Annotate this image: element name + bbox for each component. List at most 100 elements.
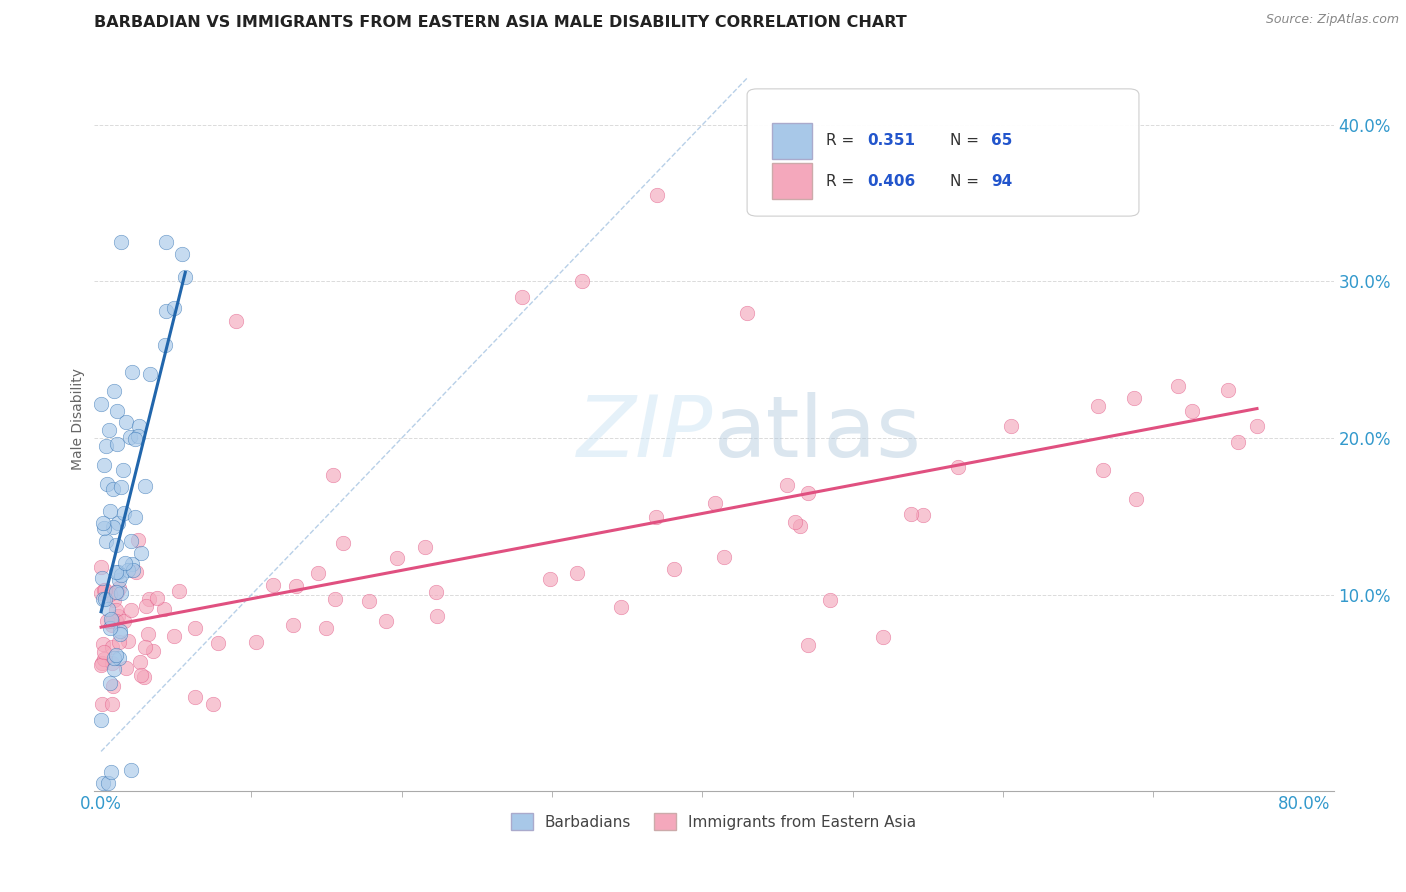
Point bbox=[96, 614, 118, 628]
Point bbox=[91, 592, 114, 607]
Point bbox=[93, 458, 115, 472]
Point bbox=[322, 467, 344, 482]
Point bbox=[818, 593, 841, 607]
Point bbox=[122, 562, 145, 576]
Point bbox=[323, 591, 346, 606]
Text: ZIP: ZIP bbox=[578, 392, 714, 475]
Point bbox=[101, 520, 124, 534]
Point bbox=[110, 586, 132, 600]
Point bbox=[107, 609, 129, 624]
Point bbox=[103, 679, 125, 693]
Point bbox=[332, 535, 354, 549]
Point bbox=[124, 510, 146, 524]
Point bbox=[90, 713, 112, 727]
Point bbox=[1246, 418, 1268, 433]
Point bbox=[107, 651, 129, 665]
Point bbox=[103, 662, 125, 676]
Point bbox=[142, 644, 165, 658]
Point bbox=[145, 591, 167, 605]
Text: 65: 65 bbox=[991, 134, 1012, 148]
Point bbox=[946, 459, 969, 474]
Legend: Barbadians, Immigrants from Eastern Asia: Barbadians, Immigrants from Eastern Asia bbox=[505, 806, 922, 837]
Point bbox=[207, 636, 229, 650]
Point bbox=[101, 698, 124, 712]
Point bbox=[96, 477, 118, 491]
Point bbox=[98, 586, 121, 600]
Point bbox=[115, 415, 138, 429]
Text: R =: R = bbox=[827, 174, 859, 189]
Point bbox=[107, 516, 129, 530]
Point bbox=[426, 608, 449, 623]
FancyBboxPatch shape bbox=[747, 89, 1139, 216]
Point bbox=[776, 478, 799, 492]
Point bbox=[100, 640, 122, 654]
Point bbox=[100, 612, 122, 626]
Point bbox=[796, 486, 818, 500]
Point bbox=[172, 247, 194, 261]
Point bbox=[129, 667, 152, 681]
Point bbox=[94, 439, 117, 453]
Point bbox=[1087, 399, 1109, 413]
Point bbox=[571, 275, 593, 289]
Point bbox=[1122, 391, 1144, 405]
Text: Source: ZipAtlas.com: Source: ZipAtlas.com bbox=[1265, 13, 1399, 27]
Point bbox=[135, 599, 157, 614]
Point bbox=[538, 572, 561, 586]
Point bbox=[124, 432, 146, 446]
Point bbox=[110, 568, 132, 582]
Point bbox=[134, 479, 156, 493]
Point bbox=[114, 556, 136, 570]
Point bbox=[610, 599, 633, 614]
Point bbox=[108, 573, 131, 587]
Point bbox=[103, 482, 125, 496]
Text: N =: N = bbox=[950, 134, 984, 148]
Point bbox=[153, 602, 176, 616]
Point bbox=[104, 538, 127, 552]
Point bbox=[1181, 404, 1204, 418]
Point bbox=[307, 566, 329, 581]
Point bbox=[103, 651, 125, 665]
Point bbox=[91, 516, 114, 530]
Point bbox=[644, 510, 666, 524]
Point bbox=[357, 594, 380, 608]
Point bbox=[90, 559, 112, 574]
Point bbox=[100, 614, 122, 628]
Point bbox=[134, 640, 156, 654]
Point bbox=[129, 546, 152, 560]
Point bbox=[97, 602, 120, 616]
Text: R =: R = bbox=[827, 134, 859, 148]
Point bbox=[98, 676, 121, 690]
Point bbox=[120, 603, 142, 617]
Point bbox=[138, 591, 160, 606]
Point bbox=[97, 423, 120, 437]
Point bbox=[283, 618, 305, 632]
Point bbox=[90, 586, 112, 600]
Point bbox=[108, 627, 131, 641]
Point bbox=[713, 550, 735, 565]
Point bbox=[425, 585, 447, 599]
Point bbox=[93, 637, 115, 651]
Point bbox=[1125, 491, 1147, 506]
Point bbox=[245, 634, 267, 648]
Text: 0.406: 0.406 bbox=[868, 174, 915, 189]
Point bbox=[645, 188, 668, 202]
Point bbox=[120, 533, 142, 548]
Point bbox=[174, 269, 197, 284]
Text: N =: N = bbox=[950, 174, 984, 189]
Point bbox=[93, 652, 115, 666]
Point bbox=[121, 365, 143, 379]
Point bbox=[117, 563, 139, 577]
Point bbox=[374, 614, 396, 628]
Point bbox=[153, 338, 176, 352]
Point bbox=[105, 585, 128, 599]
Point bbox=[911, 508, 934, 523]
Point bbox=[108, 624, 131, 639]
Point bbox=[125, 565, 148, 579]
Point bbox=[120, 763, 142, 777]
Point bbox=[121, 558, 143, 572]
Point bbox=[662, 562, 685, 576]
Point bbox=[104, 648, 127, 662]
Point bbox=[104, 566, 127, 580]
Point bbox=[94, 591, 117, 606]
Point bbox=[100, 617, 122, 632]
